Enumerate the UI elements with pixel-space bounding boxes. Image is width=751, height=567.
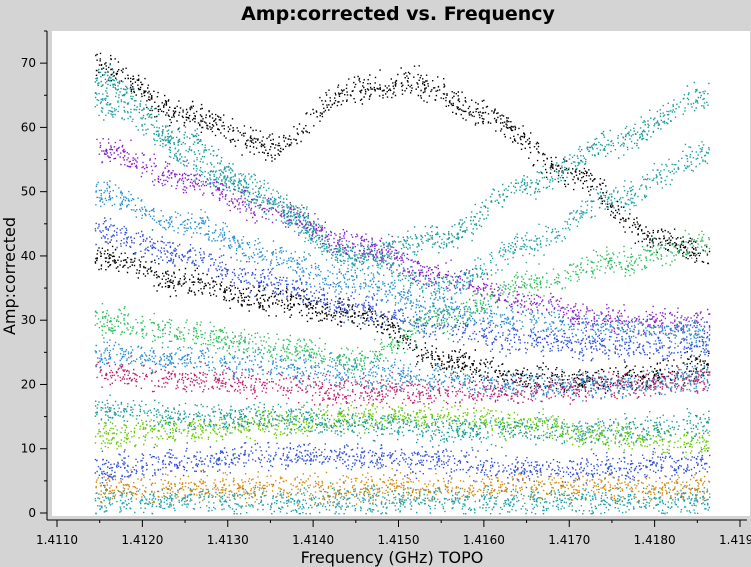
x-tick-label: 1.4160 [463, 533, 505, 547]
x-tick-label: 1.4130 [207, 533, 249, 547]
y-tick-label: 60 [21, 120, 36, 134]
scatter-series-9 [95, 355, 711, 409]
x-tick-label: 1.4180 [634, 533, 676, 547]
y-tick-label: 70 [21, 56, 36, 70]
scatter-points-series-11 [94, 400, 711, 458]
y-tick-label: 20 [21, 377, 36, 391]
chart-title: Amp:corrected vs. Frequency [241, 3, 555, 25]
x-tick-label: 1.4140 [292, 533, 334, 547]
scatter-points-series-9 [95, 355, 711, 409]
x-tick-label: 1.4120 [121, 533, 163, 547]
scatter-points-series-13 [94, 440, 711, 489]
scatter-series-14 [95, 468, 711, 507]
scatter-points-series-10 [94, 339, 711, 402]
scatter-points-series-15 [94, 482, 711, 515]
plot-area [52, 31, 750, 516]
x-tick-label: 1.4170 [548, 533, 590, 547]
scatter-series-15 [94, 482, 711, 515]
x-tick-label: 1.4110 [36, 533, 78, 547]
scatter-series-7 [94, 241, 710, 394]
y-tick-label: 30 [21, 313, 36, 327]
scatter-series-11 [94, 400, 711, 458]
y-tick-label: 10 [21, 442, 36, 456]
y-tick-label: 50 [21, 185, 36, 199]
y-tick-label: 40 [21, 249, 36, 263]
scatter-points-series-7 [94, 241, 710, 394]
y-axis-label: Amp:corrected [0, 217, 19, 335]
y-tick-label: 0 [28, 506, 36, 520]
scatter-series-10 [94, 339, 711, 402]
scatter-points-series-14 [95, 468, 711, 507]
scatter-series-13 [94, 440, 711, 489]
axes: 1.4110 1.4120 1.4130 1.4140 1.4150 1.4160 1.41… [21, 30, 751, 547]
x-tick-label: 1.4150 [378, 533, 420, 547]
scatter-points [94, 52, 711, 515]
x-axis-label: Frequency (GHz) TOPO [301, 548, 484, 567]
